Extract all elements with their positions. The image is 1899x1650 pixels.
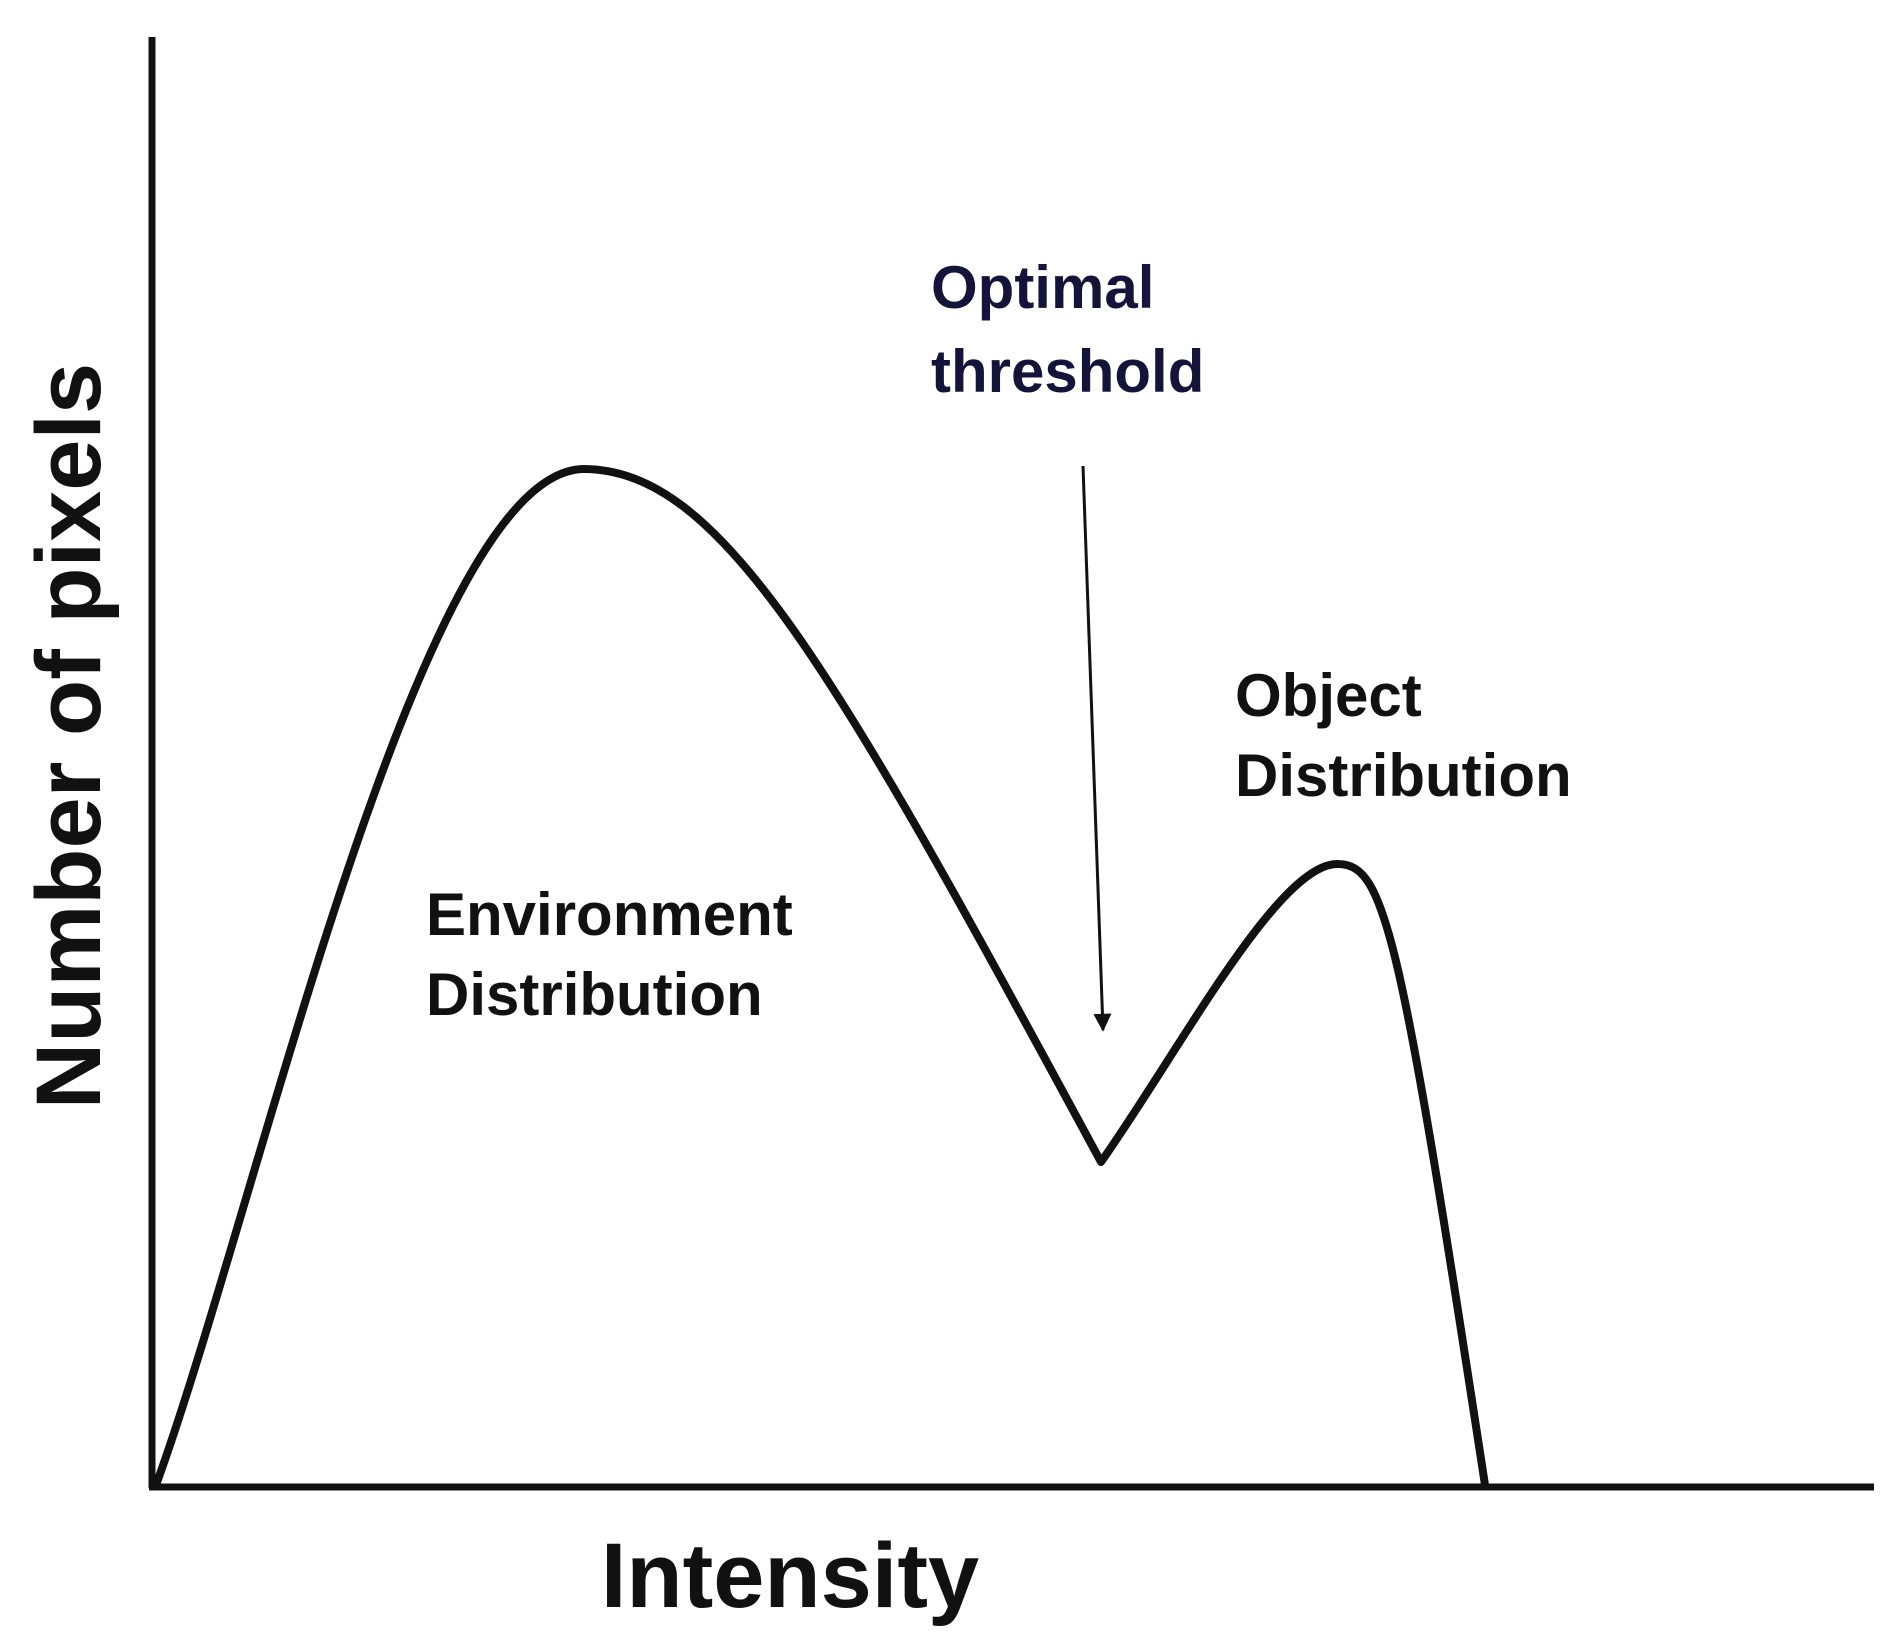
threshold-label: threshold (931, 338, 1204, 405)
threshold-label: Optimal (931, 254, 1154, 321)
x-axis-title: Intensity (601, 1525, 979, 1627)
environment-label: Distribution (426, 961, 763, 1028)
object-label: Distribution (1235, 742, 1572, 809)
environment-label: Environment (426, 881, 793, 948)
threshold-arrow (1081, 465, 1112, 1032)
distribution-curve (152, 465, 1489, 1487)
y-axis-title: Number of pixels (18, 363, 120, 1109)
object-label: Object (1235, 662, 1422, 729)
